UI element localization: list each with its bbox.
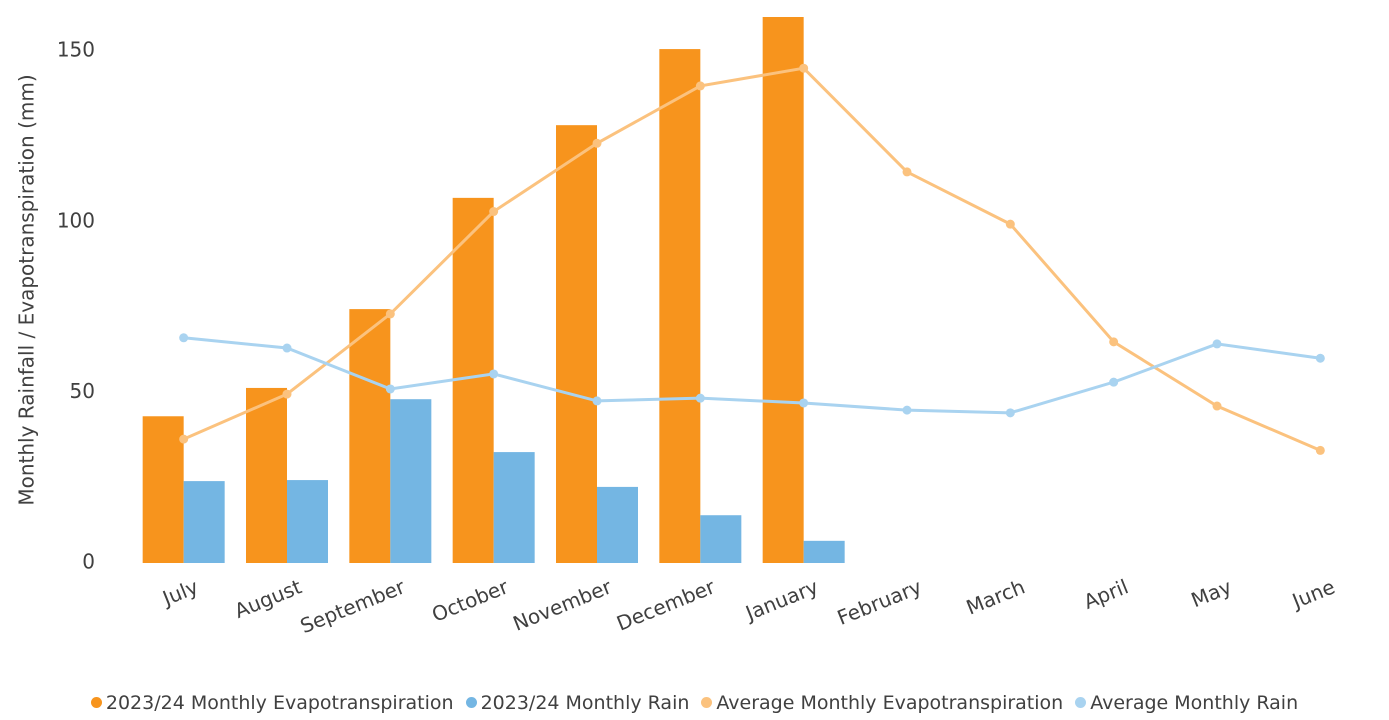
bar (556, 125, 597, 564)
bar (390, 399, 432, 563)
point (282, 389, 292, 399)
legend-label: Average Monthly Rain (1090, 692, 1299, 714)
x-tick-label: April (1080, 574, 1131, 613)
bar (659, 49, 701, 563)
line (183, 66, 1321, 452)
point (902, 405, 912, 415)
point (489, 207, 499, 217)
x-tick-label: September (297, 574, 409, 638)
legend-label: 2023/24 Monthly Evapotranspiration (105, 692, 454, 714)
point (902, 167, 912, 177)
legend-item: 2023/24 Monthly Rain (465, 692, 690, 714)
point (179, 333, 189, 343)
point (799, 398, 809, 408)
point (1109, 337, 1119, 347)
y-tick-label: 100 (57, 208, 95, 232)
bar (183, 481, 225, 563)
x-tick-label: July (157, 574, 201, 611)
point (695, 81, 705, 91)
x-tick-label: May (1188, 574, 1235, 612)
legend-marker (1075, 697, 1087, 708)
y-tick-label: 150 (57, 38, 95, 62)
point (592, 396, 602, 406)
line (183, 336, 1321, 415)
point (1109, 377, 1119, 387)
y-tick-label: 50 (70, 379, 95, 403)
bar (762, 17, 804, 563)
point (695, 393, 705, 403)
point (592, 138, 602, 148)
point (282, 343, 292, 353)
point (385, 384, 395, 394)
legend-marker (701, 697, 713, 708)
legend-item: Average Monthly Evapotranspiration (701, 692, 1063, 714)
point (1212, 401, 1222, 411)
x-tick-label: August (231, 574, 305, 623)
x-tick-label: February (834, 574, 925, 630)
legend-label: Average Monthly Evapotranspiration (716, 692, 1064, 714)
bar (287, 480, 328, 563)
bar (700, 515, 742, 563)
bar (142, 416, 184, 563)
point (179, 434, 189, 444)
legend-marker (465, 697, 477, 708)
bar (246, 387, 287, 563)
bar (493, 452, 535, 563)
x-tick-label: January (740, 574, 821, 625)
legend-label: 2023/24 Monthly Rain (480, 692, 690, 714)
legend-item: 2023/24 Monthly Evapotranspiration (90, 692, 454, 714)
point (1005, 408, 1015, 418)
point (799, 63, 809, 73)
y-tick-label: 0 (82, 550, 95, 574)
x-tick-label: November (509, 574, 615, 636)
point (385, 309, 395, 319)
point (1212, 339, 1222, 349)
x-tick-label: March (963, 574, 1029, 619)
x-tick-label: October (428, 574, 512, 627)
bar (452, 197, 494, 564)
point (489, 369, 499, 379)
x-tick-label: June (1287, 574, 1338, 613)
point (1315, 353, 1325, 363)
bar (597, 486, 638, 563)
x-tick-label: December (613, 574, 719, 635)
legend: 2023/24 Monthly Evapotranspiration 2023/2… (0, 692, 1389, 714)
legend-marker (90, 697, 102, 708)
point (1005, 219, 1015, 229)
bar (349, 309, 391, 563)
bar (803, 540, 845, 563)
point (1315, 445, 1325, 455)
y-axis-label: Monthly Rainfall / Evapotranspiration (m… (15, 74, 39, 505)
legend-item: Average Monthly Rain (1075, 692, 1298, 714)
chart: Monthly Rainfall / Evapotranspiration (m… (15, 17, 1338, 638)
